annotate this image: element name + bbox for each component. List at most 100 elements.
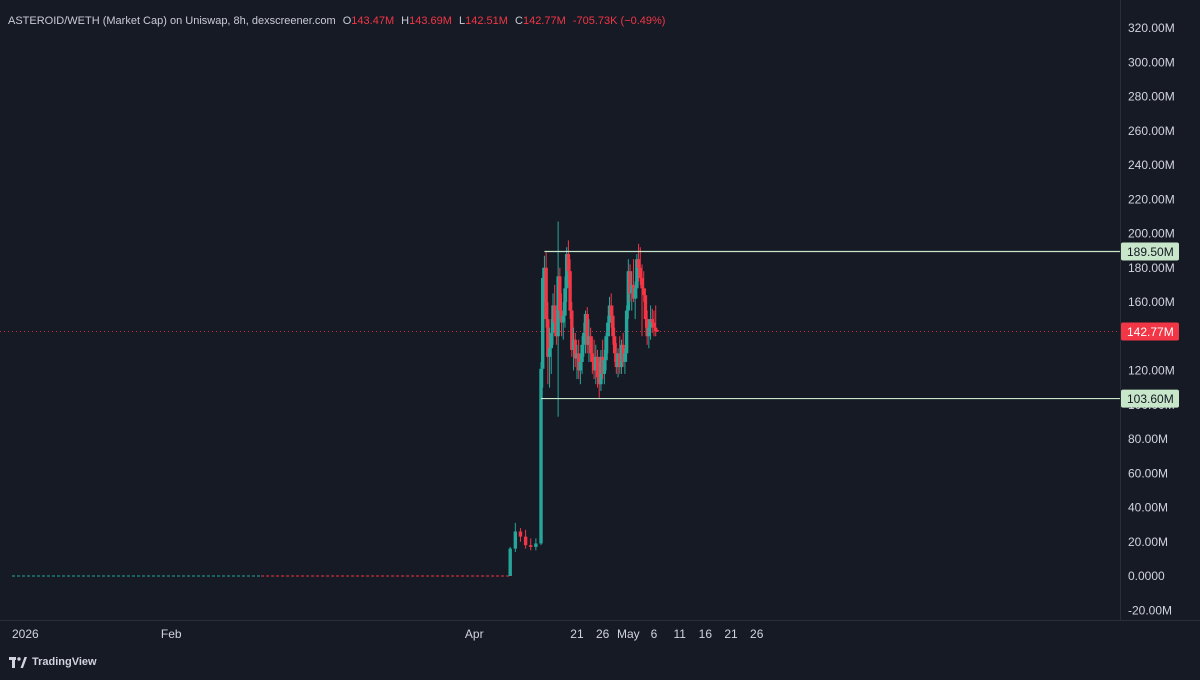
candle-body [621,344,625,362]
price-tags-layer: 189.50M 103.60M 142.77M [1121,242,1179,408]
candle-body [556,276,560,337]
time-tick-label: 26 [750,627,764,641]
candle [554,310,559,345]
candle-body [630,284,634,294]
candle-body [638,267,643,279]
candle [556,221,560,417]
candle-body [645,319,649,337]
time-tick-label: 16 [699,627,713,641]
candle-body [597,377,601,385]
candle-body [602,360,607,374]
price-tick-label: 280.00M [1128,90,1175,104]
candle [588,327,593,362]
candle [633,281,637,320]
candle [547,327,552,388]
time-tick-label: 11 [673,627,686,641]
candle-body [568,271,572,311]
last-price-tag-box [1121,322,1179,341]
candle-body [542,267,547,279]
price-tick-label: 0.0000 [1128,569,1165,583]
candle-body [583,313,588,333]
candle [590,336,595,374]
candle-body [640,278,644,289]
candle-body [513,531,518,549]
open-value: 143.47M [351,15,395,27]
candle [575,344,579,380]
time-tick-label: Apr [465,627,484,641]
candle-body [594,356,598,371]
candle-body [643,295,648,320]
candle-body [529,545,533,547]
price-tick-label: 220.00M [1128,192,1175,206]
candle [612,327,617,362]
close-value: 142.77M [522,15,566,27]
candle-body [534,543,538,547]
candle [534,538,538,551]
candle [587,319,591,362]
price-tick-label: 200.00M [1128,227,1175,241]
candle-body [518,531,523,537]
pair-title: ASTEROID/WETH (Market Cap) on Uniswap, 8… [8,15,336,27]
level-price-tag-text: 189.50M [1127,245,1174,259]
candle [582,322,586,357]
candle-body [616,353,620,368]
candle-body [585,313,589,345]
candle [650,308,654,333]
candle-body [599,356,603,385]
candle [618,336,622,374]
candle-body [563,288,567,316]
candle-body [650,319,654,323]
candle-body [600,356,605,374]
candle-body [580,344,584,362]
level-price-tag: 103.60M [1121,389,1179,408]
price-axis[interactable]: -20.00M0.000020.00M40.00M60.00M80.00M100… [1128,21,1175,617]
candle-body [508,548,512,576]
candle [551,293,555,345]
candle [621,332,625,368]
candle [549,319,553,374]
candle [636,243,641,282]
candle [628,264,632,302]
candle-body [549,332,553,349]
candle-body [575,353,579,359]
candle [635,254,639,299]
time-tick-label: 21 [570,627,584,641]
candle-body [626,271,631,311]
candle [648,305,653,340]
candle [553,284,557,337]
low-label: L [459,15,466,27]
candle-body [611,315,615,337]
candle [631,259,636,302]
change-value: -705.73K (−0.49%) [572,15,666,27]
candle-body [547,348,552,357]
price-tick-label: 160.00M [1128,295,1175,309]
candle-body [554,322,559,337]
candle-body [619,344,624,368]
candle-body [609,305,613,316]
time-axis[interactable]: 2026 Feb Apr 21 26 May 6 11 16 21 26 [12,627,764,641]
candle [614,343,619,374]
price-tick-label: 260.00M [1128,124,1175,138]
chart-header: ASTEROID/WETH (Market Cap) on Uniswap, 8… [8,15,665,27]
candle [523,529,528,549]
candle [576,339,581,380]
candle [580,336,584,374]
candle-body [633,288,637,299]
time-tick-label: May [617,627,640,641]
candle [585,307,589,354]
candle-body [655,330,660,332]
candle-body [631,284,636,299]
time-tick-label: 21 [724,627,738,641]
candle-body [551,305,555,333]
candle [564,247,569,302]
candle-body [523,536,528,546]
candle-body [614,353,619,368]
candle [539,361,543,546]
price-tick-label: 60.00M [1128,466,1168,480]
candle [626,259,631,320]
tradingview-brand[interactable]: TradingView [9,656,97,668]
candle [518,528,523,542]
candle-body [612,336,617,354]
candle-body [541,278,545,369]
